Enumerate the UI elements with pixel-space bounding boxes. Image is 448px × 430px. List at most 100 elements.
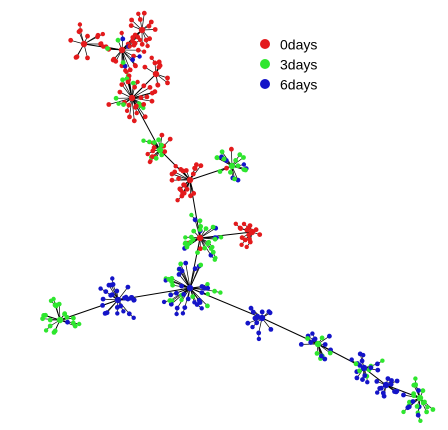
legend-item-3days: 3days <box>260 53 317 73</box>
node <box>141 49 147 54</box>
node <box>56 301 62 307</box>
node <box>147 139 152 145</box>
node <box>375 361 380 367</box>
node <box>354 375 360 381</box>
node <box>179 283 185 289</box>
node <box>48 298 54 303</box>
hub-node <box>186 284 194 292</box>
node <box>192 266 198 272</box>
node <box>120 36 126 42</box>
node <box>349 357 354 362</box>
hub-node <box>186 176 194 184</box>
node <box>77 321 82 327</box>
node <box>305 336 310 341</box>
node <box>141 10 147 16</box>
node <box>105 46 110 51</box>
node <box>115 311 120 316</box>
node <box>327 350 333 356</box>
node <box>198 262 204 268</box>
node <box>218 290 223 295</box>
leaf-edge <box>185 263 191 289</box>
node <box>130 80 136 86</box>
node <box>368 365 374 371</box>
legend-item-0days: 0days <box>260 33 317 53</box>
node <box>411 393 417 399</box>
node <box>194 162 199 168</box>
node <box>135 79 140 85</box>
node <box>199 284 205 289</box>
node <box>380 358 385 363</box>
node <box>130 57 136 63</box>
node <box>179 297 184 303</box>
node <box>205 282 210 287</box>
node <box>178 261 184 267</box>
node <box>374 379 380 384</box>
node <box>168 301 174 307</box>
node <box>228 169 233 175</box>
node <box>239 235 245 241</box>
node <box>152 60 158 66</box>
node <box>146 23 152 29</box>
node <box>241 167 247 173</box>
node <box>389 378 394 383</box>
node <box>259 309 265 315</box>
node <box>168 292 174 298</box>
node <box>357 368 362 374</box>
node <box>149 98 155 104</box>
backbone-edge <box>199 231 253 239</box>
hub-node <box>416 394 424 402</box>
hub-node <box>382 381 390 389</box>
node <box>161 299 167 305</box>
node <box>175 198 180 203</box>
node <box>357 351 363 357</box>
node <box>127 114 132 120</box>
node <box>148 19 154 25</box>
node <box>212 288 218 294</box>
node <box>238 226 244 231</box>
node <box>124 108 130 114</box>
node <box>99 41 104 46</box>
node <box>420 388 426 394</box>
node <box>199 290 205 295</box>
node <box>189 212 194 218</box>
node <box>183 240 188 246</box>
hub-node <box>196 234 204 242</box>
leaf-edge <box>180 263 191 289</box>
node <box>247 223 253 229</box>
node <box>98 286 103 291</box>
node <box>245 320 251 326</box>
node <box>127 67 133 73</box>
node <box>217 169 223 174</box>
node <box>392 389 397 394</box>
node <box>360 377 365 382</box>
node <box>150 148 156 154</box>
legend-swatch-3days <box>260 59 270 70</box>
node <box>139 41 145 47</box>
node <box>106 102 112 107</box>
node <box>174 305 180 311</box>
node <box>190 171 196 177</box>
node <box>159 152 165 158</box>
hub-node <box>248 228 256 236</box>
node <box>123 68 128 73</box>
node <box>52 328 58 334</box>
node <box>198 246 203 252</box>
node <box>221 156 227 162</box>
node <box>414 404 420 409</box>
node <box>165 75 170 81</box>
node <box>311 337 317 342</box>
node <box>196 297 202 303</box>
legend: 0days 3days 6days <box>260 33 317 93</box>
node <box>156 137 162 143</box>
leaf-edge <box>122 79 133 99</box>
node <box>133 63 138 69</box>
node <box>120 77 125 83</box>
node <box>126 102 132 108</box>
legend-label-6days: 6days <box>280 76 318 93</box>
node <box>192 217 198 223</box>
node <box>100 296 106 302</box>
node <box>416 388 421 393</box>
node <box>173 164 178 169</box>
node <box>214 155 220 161</box>
node <box>322 342 328 347</box>
